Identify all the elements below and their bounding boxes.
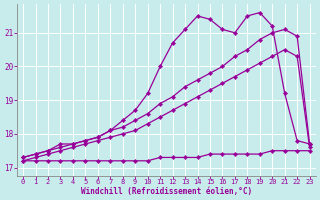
X-axis label: Windchill (Refroidissement éolien,°C): Windchill (Refroidissement éolien,°C) xyxy=(81,187,252,196)
